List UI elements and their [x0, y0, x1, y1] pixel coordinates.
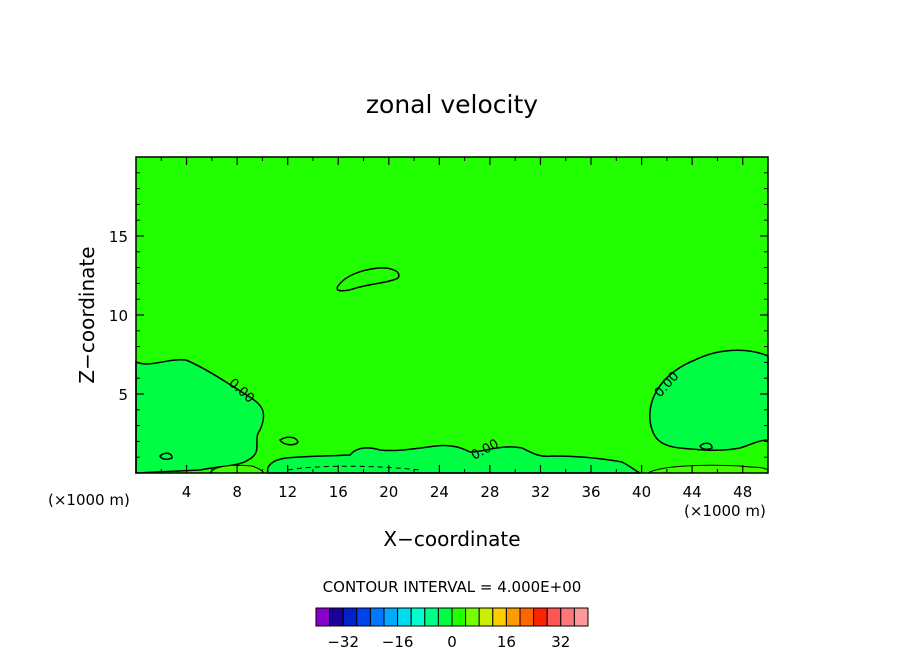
contour-region-left [135, 359, 265, 474]
y-tick-label: 15 [109, 228, 128, 246]
colorbar-swatch [342, 607, 358, 627]
contour-closed-upper [336, 267, 400, 292]
contour-small-3 [699, 442, 713, 451]
colorbar-swatch [437, 607, 453, 627]
colorbar-swatch [397, 607, 412, 627]
colorbar-labels: −32 −16 0 16 32 [327, 633, 570, 651]
contour-lowest-right [646, 464, 769, 474]
contour-interval-label: CONTOUR INTERVAL = 4.000E+00 [323, 578, 582, 596]
y-axis-ticks: 5 10 15 [109, 172, 768, 458]
chart-title: zonal velocity [366, 90, 538, 119]
colorbar-swatch [329, 607, 344, 627]
colorbar-tick-label: −16 [382, 633, 414, 651]
x-tick-label: 16 [329, 483, 348, 501]
colorbar-swatch [560, 607, 575, 627]
colorbar-swatch [383, 607, 399, 627]
colorbar-swatch [315, 607, 331, 627]
colorbar-swatch [356, 607, 371, 627]
colorbar-swatch [424, 607, 439, 627]
colorbar-swatch [410, 607, 426, 627]
y-tick-label: 5 [118, 386, 128, 404]
x-tick-label: 24 [430, 483, 449, 501]
colorbar-tick-label: 32 [551, 633, 570, 651]
x-tick-label: 28 [480, 483, 499, 501]
x-tick-label: 4 [182, 483, 192, 501]
y-tick-label: 10 [109, 307, 128, 325]
x-axis-label: X−coordinate [383, 527, 520, 551]
colorbar-swatch [451, 607, 467, 627]
colorbar-swatch [492, 607, 507, 627]
y-axis-label: Z−coordinate [75, 246, 99, 383]
colorbar-swatch [478, 607, 494, 627]
colorbar-swatch [519, 607, 535, 627]
colorbar [315, 607, 589, 627]
contour-region-right [649, 349, 769, 452]
x-unit-label-left: (×1000 m) [48, 491, 130, 509]
contour-small-2 [159, 452, 173, 461]
contour-small-1 [278, 436, 299, 446]
x-tick-label: 48 [733, 483, 752, 501]
colorbar-swatch [505, 607, 521, 627]
x-unit-label-right: (×1000 m) [684, 502, 766, 520]
colorbar-swatch [465, 607, 480, 627]
colorbar-tick-label: 0 [447, 633, 457, 651]
x-tick-label: 36 [581, 483, 600, 501]
colorbar-tick-label: −32 [327, 633, 359, 651]
contour-dashed [287, 465, 421, 471]
x-tick-label: 20 [379, 483, 398, 501]
colorbar-swatch [369, 607, 385, 627]
x-tick-label: 12 [278, 483, 297, 501]
colorbar-swatch [573, 607, 589, 627]
x-tick-label: 40 [632, 483, 651, 501]
x-tick-label: 32 [531, 483, 550, 501]
x-tick-label: 8 [232, 483, 242, 501]
x-axis-ticks: 4 8 12 16 20 24 28 32 36 40 44 48 [160, 157, 752, 501]
colorbar-tick-label: 16 [497, 633, 516, 651]
x-tick-label: 44 [683, 483, 702, 501]
plot-area: 0.00 0.00 0.00 [135, 156, 769, 474]
colorbar-swatch [533, 607, 548, 627]
colorbar-swatch [546, 607, 562, 627]
